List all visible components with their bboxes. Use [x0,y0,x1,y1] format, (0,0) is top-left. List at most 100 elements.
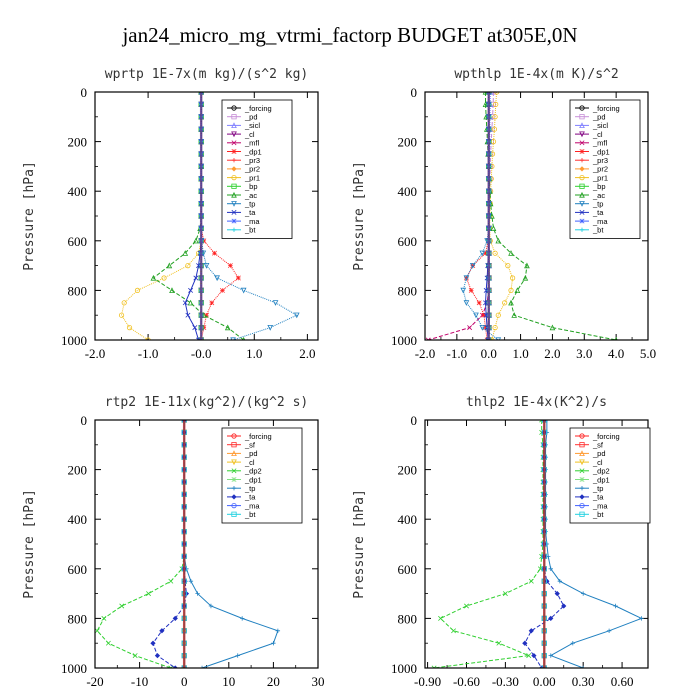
data-point [203,263,210,269]
chart-panel-wprtp: wprtp 1E-7x(m kg)/(s^2 kg) Pressure [hPa]… [22,67,319,361]
data-point [492,114,498,120]
legend-label: _dp2 [244,467,262,476]
legend-marker [579,183,585,189]
legend-marker [231,450,237,456]
legend-label: _ac [592,191,605,200]
legend-marker [231,140,237,146]
data-point [476,300,482,306]
x-tick-label: -10 [131,674,148,689]
data-point [188,287,194,293]
data-point [150,640,156,646]
data-point [613,603,618,609]
legend: _forcing_sf_pd_cl_dp2_dp1_tp_ta_ma_bt [569,427,651,524]
legend-marker [579,468,585,474]
series-line [485,92,617,340]
plot-frame [94,91,319,341]
data-point [481,312,487,318]
legend-label: _cl [592,130,603,139]
x-tick-label: 5.0 [640,346,656,361]
legend-marker [231,477,237,482]
legend-label: _cl [244,130,255,139]
data-point [470,263,476,269]
data-point [526,653,532,659]
legend-marker [579,149,585,154]
legend-marker [231,468,237,474]
x-tick-label: -2.0 [415,346,436,361]
legend-label: _tp [592,484,603,493]
panel-title: wpthlp 1E-4x(m K)/s^2 [454,67,618,82]
legend-marker [579,218,585,224]
legend-label: _ma [244,217,260,226]
data-point [463,275,469,281]
data-point [150,274,157,281]
legend-label: _ac [244,191,257,200]
y-tick-label: 0 [81,413,88,428]
data-point [483,250,488,256]
legend-marker [579,140,585,146]
data-point [168,665,174,668]
data-point [524,262,530,269]
legend-marker [231,218,237,224]
data-point [473,312,479,319]
legend-marker [231,511,237,517]
data-point [606,628,612,633]
data-point [219,287,225,293]
x-tick-label: 30 [312,674,325,689]
data-point [554,590,560,597]
legend-marker [579,131,585,138]
data-point [227,263,233,269]
series-line [96,420,185,668]
data-point [272,300,279,306]
data-point [239,616,245,621]
series-line [152,420,187,668]
y-tick-label: 1000 [61,333,87,348]
x-tick-label: -0.90 [414,674,441,689]
legend-label: _dp1 [592,147,610,156]
legend-label: _forcing [244,432,272,441]
legend-label: _ma [592,217,608,226]
data-point [508,287,514,293]
legend-marker [579,502,585,509]
legend-marker [231,183,237,189]
y-axis-label: Pressure [hPa] [352,489,367,599]
legend-marker [231,166,237,172]
legend-marker [231,175,237,181]
legend-label: _ta [244,493,256,502]
data-point [468,287,474,293]
x-tick-label: 20 [267,674,280,689]
legend-marker [231,158,237,163]
x-tick-label: -1.0 [447,346,468,361]
y-axis-label: Pressure [hPa] [22,489,37,599]
data-point [271,641,276,646]
data-point [204,312,209,318]
data-point [134,287,141,293]
legend-marker [579,209,585,215]
legend-label: _pr1 [592,173,608,182]
legend-marker [579,191,585,198]
legend-label: _sicl [244,121,260,130]
legend-label: _dp2 [592,467,610,476]
legend-marker [579,433,585,439]
y-tick-label: 800 [398,283,418,298]
x-tick-label: 0.00 [533,674,556,689]
data-point [275,628,281,633]
data-point [212,250,217,256]
data-point [132,653,138,659]
data-point [495,312,501,318]
data-point [182,250,189,256]
data-point [493,101,499,108]
legend-label: _bt [244,510,256,519]
legend-label: _mfl [592,139,608,148]
y-tick-label: 400 [68,184,88,199]
y-tick-label: 1000 [391,333,417,348]
x-tick-label: -0.30 [492,674,519,689]
legend-marker [579,486,585,491]
legend-marker [579,122,585,128]
y-tick-label: 600 [68,562,88,577]
y-tick-label: 800 [68,283,88,298]
y-tick-label: 600 [398,562,418,577]
data-point [146,591,152,597]
x-tick-label: 10 [222,674,235,689]
legend-marker [231,149,237,154]
